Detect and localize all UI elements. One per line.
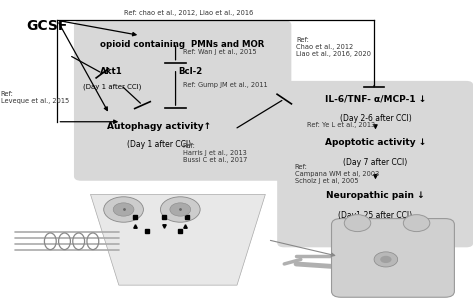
Circle shape	[380, 256, 392, 263]
Text: Bcl-2: Bcl-2	[178, 67, 202, 76]
FancyBboxPatch shape	[331, 219, 455, 297]
Text: (Day 7 after CCI): (Day 7 after CCI)	[343, 158, 408, 167]
Text: Neuropathic pain ↓: Neuropathic pain ↓	[326, 191, 425, 200]
Text: opioid containing  PMNs and MOR: opioid containing PMNs and MOR	[100, 40, 265, 49]
Text: Ref: Gump JM et al., 2011: Ref: Gump JM et al., 2011	[182, 82, 267, 88]
Circle shape	[344, 215, 371, 232]
Text: (Day 1 after CCI): (Day 1 after CCI)	[127, 140, 191, 149]
FancyBboxPatch shape	[74, 20, 292, 181]
Text: Autophagy activity↑: Autophagy activity↑	[107, 122, 211, 131]
Text: (Day 2-6 after CCI): (Day 2-6 after CCI)	[339, 114, 411, 123]
Text: Ref:
Chao et al., 2012
Liao et al., 2016, 2020: Ref: Chao et al., 2012 Liao et al., 2016…	[296, 37, 371, 57]
Circle shape	[403, 215, 430, 232]
Text: Ref: Wan J et al., 2015: Ref: Wan J et al., 2015	[182, 49, 256, 55]
Circle shape	[113, 203, 134, 216]
Text: Akt1: Akt1	[100, 67, 123, 76]
Text: IL-6/TNF- α/MCP-1 ↓: IL-6/TNF- α/MCP-1 ↓	[325, 95, 426, 103]
Text: (Day 1 after CCI): (Day 1 after CCI)	[82, 76, 141, 90]
Text: Apoptotic activity ↓: Apoptotic activity ↓	[325, 138, 426, 147]
Text: Ref: chao et al., 2012, Liao et al., 2016: Ref: chao et al., 2012, Liao et al., 201…	[124, 10, 253, 16]
Circle shape	[170, 203, 191, 216]
FancyBboxPatch shape	[277, 81, 474, 247]
Text: Ref:
Leveque et al., 2015: Ref: Leveque et al., 2015	[0, 92, 69, 105]
Text: Ref: Ye L et al., 2013: Ref: Ye L et al., 2013	[307, 122, 375, 128]
Text: Ref:
Campana WM et al, 2003
Scholz J et al, 2005: Ref: Campana WM et al, 2003 Scholz J et …	[295, 164, 379, 184]
Circle shape	[374, 252, 398, 267]
Circle shape	[104, 197, 144, 222]
Text: (Day1-25 after CCI): (Day1-25 after CCI)	[338, 211, 412, 220]
Circle shape	[160, 197, 200, 222]
Text: GCSF: GCSF	[27, 19, 68, 33]
Text: Ref:
Harris J et al., 2013
Bussi C et al., 2017: Ref: Harris J et al., 2013 Bussi C et al…	[182, 143, 247, 163]
Polygon shape	[91, 194, 265, 285]
